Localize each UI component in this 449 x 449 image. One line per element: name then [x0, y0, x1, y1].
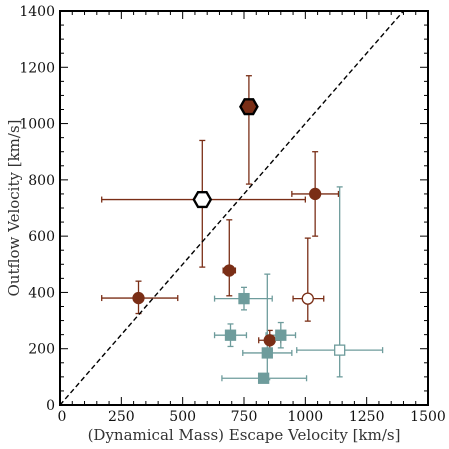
circle-data-point: [308, 187, 322, 201]
x-tick-label: 1500: [410, 409, 446, 425]
square-data-point: [257, 372, 270, 384]
x-tick-label: 250: [108, 409, 135, 425]
y-tick-label: 200: [28, 342, 55, 358]
x-tick-label: 1000: [288, 409, 324, 425]
y-tick-label: 1400: [19, 4, 55, 20]
x-axis-label: (Dynamical Mass) Escape Velocity [km/s]: [88, 426, 401, 444]
y-tick-label: 1000: [19, 117, 55, 133]
circle-data-point: [132, 291, 145, 305]
y-tick-label: 600: [28, 229, 55, 245]
square-data-point: [261, 347, 273, 359]
x-tick-label: 500: [169, 409, 196, 425]
data-layer: [101, 75, 384, 382]
ticks-layer: 0 250 500 750 1000 1250 1500 0 200 400 600 800 1000 1…: [19, 4, 445, 425]
y-axis-label: Outflow Velocity [km/s]: [5, 119, 23, 296]
y-tick-label: 1200: [19, 60, 55, 76]
square-data-point: [334, 344, 346, 356]
x-tick-label: 0: [58, 409, 67, 425]
plot-frame: [59, 10, 429, 406]
y-tick-label: 400: [28, 285, 55, 301]
y-tick-label: 800: [28, 173, 55, 189]
circle-data-point: [223, 264, 236, 277]
square-data-point: [224, 329, 237, 341]
square-data-point: [275, 329, 287, 341]
circle-data-point: [301, 292, 314, 305]
x-tick-label: 1250: [349, 409, 385, 425]
y-tick-label: 0: [46, 398, 55, 414]
circle-data-point: [263, 334, 276, 347]
hexagon-data-point: [192, 190, 213, 209]
reference-diagonal-line: [59, 10, 404, 406]
hexagon-data-point: [239, 98, 259, 116]
points-layer: [132, 98, 346, 384]
x-tick-label: 750: [231, 409, 258, 425]
square-data-point: [238, 292, 250, 305]
